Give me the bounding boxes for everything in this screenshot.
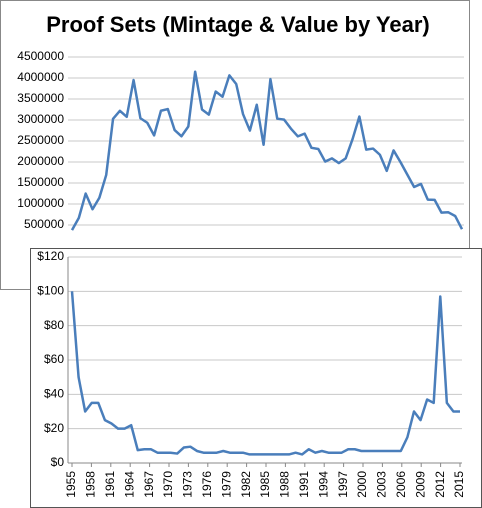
x-tick-label: 2000 bbox=[355, 471, 369, 498]
y-tick-label: 1000000 bbox=[17, 196, 64, 210]
bottom-chart: $0 $20 $40 $60 $80 $100 $120 1955 1958 1961 1964 19… bbox=[30, 248, 482, 508]
x-tick-label: 1961 bbox=[103, 471, 117, 498]
data-line bbox=[70, 70, 464, 231]
x-tick-label: 1988 bbox=[278, 471, 292, 498]
top-frame bbox=[0, 0, 470, 290]
x-tick-label: 2015 bbox=[452, 471, 466, 498]
y-tick-label: 2500000 bbox=[17, 133, 64, 147]
y-tick-label: 500000 bbox=[24, 217, 64, 231]
bottom-frame bbox=[30, 248, 482, 508]
y-tick-label: $60 bbox=[44, 352, 64, 366]
x-tick-label: 1967 bbox=[142, 471, 156, 498]
x-tick-label: 2003 bbox=[375, 471, 389, 498]
x-tick-label: 1973 bbox=[181, 471, 195, 498]
x-tick-label: 2006 bbox=[394, 471, 408, 498]
x-tick-label: 1955 bbox=[64, 471, 78, 498]
x-tick-label: 1982 bbox=[239, 471, 253, 498]
x-tick-label: 1979 bbox=[219, 471, 233, 498]
y-tick-label: 3500000 bbox=[17, 91, 64, 105]
y-tick-label: $20 bbox=[44, 421, 64, 435]
x-tick-label: 1997 bbox=[336, 471, 350, 498]
x-tick-label: 1958 bbox=[84, 471, 98, 498]
top-chart: Proof Sets (Mintage & Value by Year) 500… bbox=[0, 0, 470, 290]
x-tick-label: 1994 bbox=[316, 471, 330, 498]
x-tick-label: 1985 bbox=[258, 471, 272, 498]
y-tick-label: 3000000 bbox=[17, 112, 64, 126]
y-tick-label: $100 bbox=[37, 284, 64, 298]
y-tick-label: $80 bbox=[44, 318, 64, 332]
x-tick-label: 2012 bbox=[433, 471, 447, 498]
y-tick-label: $120 bbox=[37, 249, 64, 263]
x-tick-label: 1976 bbox=[200, 471, 214, 498]
x-tick-label: 2009 bbox=[413, 471, 427, 498]
x-tick-label: 1991 bbox=[297, 471, 311, 498]
y-tick-label: $40 bbox=[44, 387, 64, 401]
data-line bbox=[70, 291, 460, 456]
y-tick-label: 2000000 bbox=[17, 154, 64, 168]
y-tick-label: 4000000 bbox=[17, 70, 64, 84]
y-tick-label: 1500000 bbox=[17, 175, 64, 189]
x-tick-label: 1964 bbox=[122, 471, 136, 498]
chart-title: Proof Sets (Mintage & Value by Year) bbox=[46, 12, 430, 37]
x-tick-label: 1970 bbox=[161, 471, 175, 498]
y-tick-label: $0 bbox=[51, 455, 65, 469]
y-tick-label: 4500000 bbox=[17, 49, 64, 63]
